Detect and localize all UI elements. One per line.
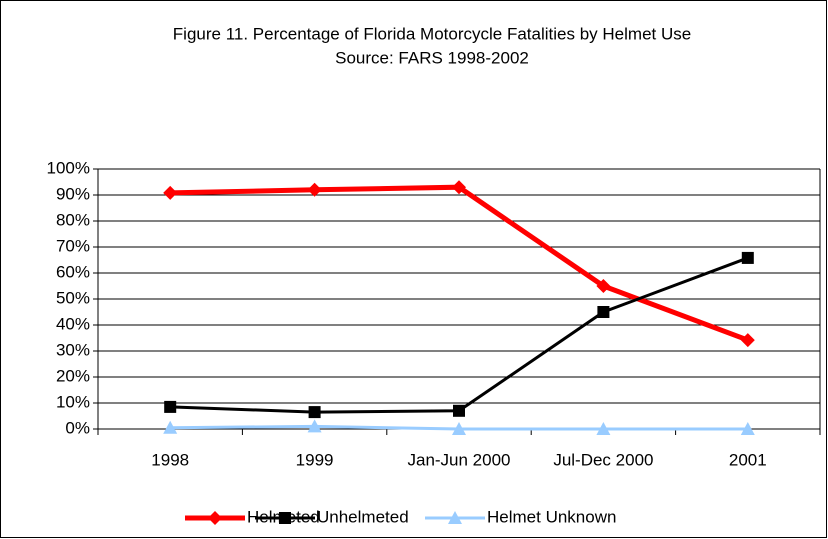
marker — [308, 406, 321, 419]
chart-subtitle: Source: FARS 1998-2002 — [335, 48, 529, 67]
marker — [597, 306, 610, 318]
marker — [740, 333, 755, 348]
marker — [163, 420, 178, 434]
y-tick-label: 90% — [56, 184, 90, 203]
marker — [307, 182, 322, 197]
chart-title: Figure 11. Percentage of Florida Motorcy… — [173, 24, 691, 43]
x-tick-label: Jan-Jun 2000 — [407, 450, 510, 469]
marker — [279, 512, 291, 524]
x-tick-label: 1999 — [296, 450, 334, 469]
marker — [452, 180, 466, 195]
x-tick-label: Jul-Dec 2000 — [553, 450, 653, 469]
marker — [740, 422, 755, 435]
y-tick-label: 0% — [65, 418, 90, 437]
y-tick-label: 30% — [56, 340, 90, 359]
marker — [452, 422, 466, 435]
legend-label: Unhelmeted — [317, 507, 409, 526]
x-tick-label: 1998 — [151, 450, 189, 469]
y-tick-label: 20% — [56, 366, 90, 385]
marker — [453, 404, 465, 417]
y-tick-label: 10% — [56, 392, 90, 411]
marker — [208, 511, 222, 525]
y-tick-label: 100% — [47, 158, 90, 177]
y-tick-label: 80% — [56, 210, 90, 229]
y-tick-label: 50% — [56, 288, 90, 307]
y-tick-label: 70% — [56, 236, 90, 255]
marker — [164, 400, 177, 413]
legend-label: Helmet Unknown — [487, 507, 616, 526]
x-tick-label: 2001 — [729, 450, 767, 469]
marker — [163, 185, 178, 200]
marker — [741, 251, 754, 264]
marker — [596, 422, 611, 435]
marker — [448, 511, 462, 524]
marker — [307, 419, 322, 433]
marker — [596, 279, 611, 293]
y-tick-label: 60% — [56, 262, 90, 281]
y-tick-label: 40% — [56, 314, 90, 333]
